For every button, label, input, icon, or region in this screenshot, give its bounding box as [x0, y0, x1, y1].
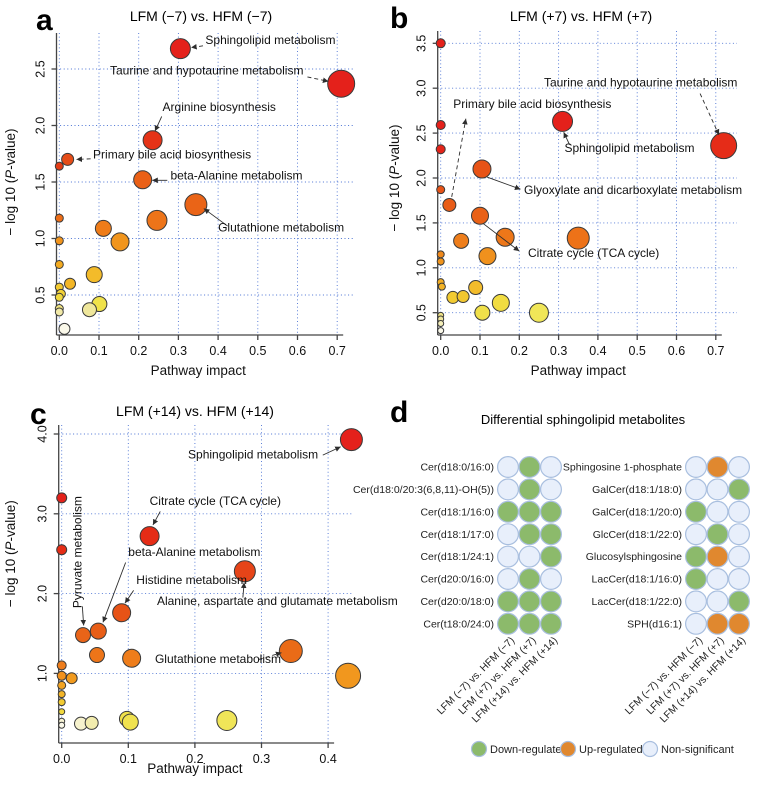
- panel-letter-a: a: [36, 4, 53, 37]
- panel-b: b LFM (+7) vs. HFM (+7) 0.5 1.0 1.5 2.0 2.5 3…: [384, 0, 768, 398]
- svg-text:2.5: 2.5: [34, 60, 48, 77]
- svg-text:Primary bile acid biosynthesis: Primary bile acid biosynthesis: [93, 147, 251, 161]
- svg-text:0.6: 0.6: [289, 344, 306, 358]
- panel-d: d Differential sphingolipid metabolites …: [353, 396, 768, 796]
- svg-text:0.5: 0.5: [249, 344, 266, 358]
- svg-text:0.6: 0.6: [668, 344, 685, 358]
- svg-text:Pyruvate metabolism: Pyruvate metabolism: [71, 496, 85, 608]
- svg-text:1.5: 1.5: [415, 214, 429, 231]
- panel-c: c LFM (+14) vs. HFM (+14) 1.0 2.0 3.0 4.0 0.…: [0, 398, 398, 796]
- svg-text:Cer(t18:0/24:0): Cer(t18:0/24:0): [423, 618, 494, 630]
- svg-text:0.2: 0.2: [186, 752, 203, 766]
- svg-text:0.7: 0.7: [329, 344, 346, 358]
- svg-text:1.0: 1.0: [415, 259, 429, 276]
- svg-text:3.0: 3.0: [415, 79, 429, 96]
- svg-text:0.3: 0.3: [170, 344, 187, 358]
- svg-text:0.2: 0.2: [130, 344, 147, 358]
- panel-letter-b: b: [390, 2, 409, 35]
- svg-text:0.0: 0.0: [432, 344, 449, 358]
- svg-text:Cer(d18:1/24:1): Cer(d18:1/24:1): [420, 551, 494, 563]
- svg-text:Taurine and hypotaurine metabo: Taurine and hypotaurine metabolism: [110, 64, 303, 78]
- svg-text:LacCer(d18:1/22:0): LacCer(d18:1/22:0): [592, 596, 682, 608]
- svg-text:Down-regulated: Down-regulated: [490, 744, 568, 756]
- svg-text:Pathway impact: Pathway impact: [151, 363, 247, 378]
- svg-text:3.5: 3.5: [415, 35, 429, 52]
- svg-text:0.3: 0.3: [253, 752, 270, 766]
- panel-letter-c: c: [30, 398, 47, 431]
- svg-text:0.3: 0.3: [550, 344, 567, 358]
- svg-text:Cer(d20:0/16:0): Cer(d20:0/16:0): [420, 574, 494, 586]
- svg-text:Cer(d20:0/18:0): Cer(d20:0/18:0): [420, 596, 494, 608]
- svg-text:GalCer(d18:1/18:0): GalCer(d18:1/18:0): [592, 484, 682, 496]
- svg-text:0.7: 0.7: [707, 344, 724, 358]
- svg-text:0.1: 0.1: [471, 344, 488, 358]
- svg-text:SPH(d16:1): SPH(d16:1): [627, 618, 682, 630]
- svg-text:Cer(d18:1/17:0): Cer(d18:1/17:0): [420, 529, 494, 541]
- svg-text:Cer(d18:1/16:0): Cer(d18:1/16:0): [420, 506, 494, 518]
- svg-text:0.2: 0.2: [511, 344, 528, 358]
- svg-text:1.5: 1.5: [34, 173, 48, 190]
- panel-b-chart: 0.5 1.0 1.5 2.0 2.5 3.0 3.5 0.0 0.1 0.2 0.3 0.4 0.5 0…: [387, 31, 742, 378]
- svg-text:2.0: 2.0: [36, 585, 50, 602]
- svg-text:LacCer(d18:1/16:0): LacCer(d18:1/16:0): [592, 574, 682, 586]
- svg-text:Up-regulated: Up-regulated: [579, 744, 643, 756]
- svg-text:0.5: 0.5: [34, 286, 48, 303]
- svg-text:1.0: 1.0: [36, 665, 50, 682]
- svg-text:0.5: 0.5: [415, 304, 429, 321]
- panel-a: a LFM (−7) vs. HFM (−7) 0.5 1.0 1.5 2.0 2.5 0…: [0, 0, 384, 398]
- svg-text:− log 10 (P-value): − log 10 (P-value): [387, 125, 402, 232]
- svg-text:Histidine metabolism: Histidine metabolism: [136, 573, 247, 587]
- svg-text:Pathway impact: Pathway impact: [531, 363, 627, 378]
- panel-d-title: Differential sphingolipid metabolites: [480, 412, 686, 427]
- svg-text:Citrate cycle (TCA cycle): Citrate cycle (TCA cycle): [528, 246, 659, 260]
- svg-text:0.1: 0.1: [90, 344, 107, 358]
- svg-text:Glutathione metabolism: Glutathione metabolism: [218, 221, 344, 235]
- svg-text:0.4: 0.4: [319, 752, 336, 766]
- svg-text:beta-Alanine metabolism: beta-Alanine metabolism: [170, 169, 302, 183]
- svg-text:− log 10 (P-value): − log 10 (P-value): [3, 500, 18, 607]
- panel-a-title: LFM (−7) vs. HFM (−7): [129, 8, 273, 24]
- svg-text:LFM (+14) vs. HFM (+14): LFM (+14) vs. HFM (+14): [658, 635, 748, 725]
- svg-text:Pathway impact: Pathway impact: [147, 761, 243, 776]
- svg-text:GalCer(d18:1/20:0): GalCer(d18:1/20:0): [592, 506, 682, 518]
- svg-text:LFM (+14) vs. HFM (+14): LFM (+14) vs. HFM (+14): [470, 635, 560, 725]
- svg-text:Sphingolipid metabolism: Sphingolipid metabolism: [205, 33, 335, 47]
- svg-text:Glyoxylate and dicarboxylate m: Glyoxylate and dicarboxylate metabolism: [524, 183, 742, 197]
- panel-a-chart: 0.5 1.0 1.5 2.0 2.5 0.0 0.1 0.2 0.3 0.4 0.5 0.6 0.7 P…: [3, 33, 356, 378]
- svg-text:− log 10 (P-value): − log 10 (P-value): [3, 129, 18, 236]
- svg-text:0.4: 0.4: [589, 344, 606, 358]
- svg-text:0.0: 0.0: [53, 752, 70, 766]
- svg-text:0.1: 0.1: [120, 752, 137, 766]
- svg-text:Non-significant: Non-significant: [661, 744, 734, 756]
- svg-text:Glucosylsphingosine: Glucosylsphingosine: [586, 551, 682, 563]
- svg-text:0.4: 0.4: [209, 344, 226, 358]
- svg-text:Taurine and hypotaurine metabo: Taurine and hypotaurine metabolism: [544, 75, 737, 89]
- panel-b-title: LFM (+7) vs. HFM (+7): [509, 8, 653, 24]
- svg-text:Sphingosine 1-phosphate: Sphingosine 1-phosphate: [563, 462, 682, 474]
- panel-c-chart: 1.0 2.0 3.0 4.0 0.0 0.1 0.2 0.3 0.4 Pathway impac…: [3, 425, 398, 776]
- svg-text:2.5: 2.5: [415, 124, 429, 141]
- svg-text:4.0: 4.0: [36, 425, 50, 442]
- svg-text:Primary bile acid biosynthesis: Primary bile acid biosynthesis: [453, 97, 611, 111]
- svg-text:1.0: 1.0: [34, 230, 48, 247]
- svg-text:Sphingolipid metabolism: Sphingolipid metabolism: [564, 141, 694, 155]
- svg-text:beta-Alanine metabolism: beta-Alanine metabolism: [128, 545, 260, 559]
- panel-d-matrix: Cer(d18:0/16:0) Cer(d18:0/20:3(6,8,11)-OH…: [353, 455, 751, 758]
- svg-text:Arginine biosynthesis: Arginine biosynthesis: [163, 100, 276, 114]
- svg-text:Glutathione metabolism: Glutathione metabolism: [155, 652, 281, 666]
- svg-text:Cer(d18:0/16:0): Cer(d18:0/16:0): [420, 462, 494, 474]
- panel-letter-d: d: [390, 396, 409, 429]
- svg-text:Sphingolipid metabolism: Sphingolipid metabolism: [188, 448, 318, 462]
- svg-text:Alanine, aspartate and glutama: Alanine, aspartate and glutamate metabol…: [157, 594, 398, 608]
- svg-text:3.0: 3.0: [36, 505, 50, 522]
- svg-text:GlcCer(d18:1/22:0): GlcCer(d18:1/22:0): [593, 529, 682, 541]
- svg-text:2.0: 2.0: [415, 169, 429, 186]
- svg-text:0.0: 0.0: [51, 344, 68, 358]
- svg-text:2.0: 2.0: [34, 117, 48, 134]
- svg-text:0.5: 0.5: [629, 344, 646, 358]
- svg-text:Citrate cycle (TCA cycle): Citrate cycle (TCA cycle): [150, 494, 281, 508]
- svg-text:Cer(d18:0/20:3(6,8,11)-OH(5)): Cer(d18:0/20:3(6,8,11)-OH(5)): [353, 484, 494, 496]
- panel-c-title: LFM (+14) vs. HFM (+14): [116, 403, 274, 419]
